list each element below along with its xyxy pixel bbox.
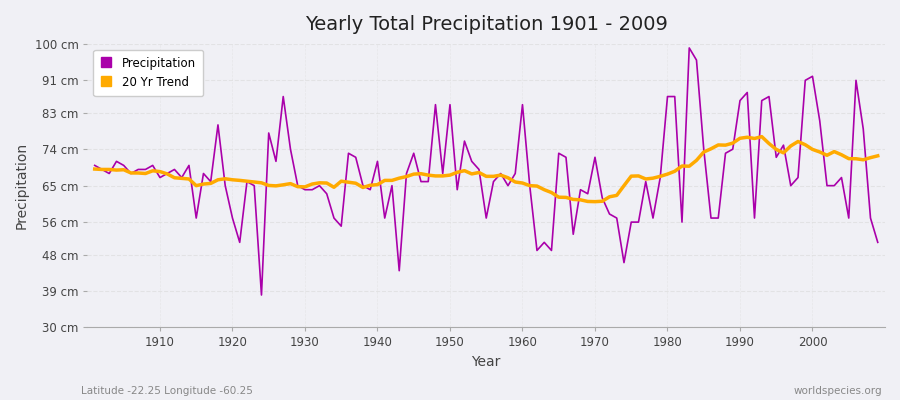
Precipitation xyxy=(256,293,267,298)
20 Yr Trend xyxy=(350,181,361,186)
20 Yr Trend xyxy=(872,154,883,158)
20 Yr Trend xyxy=(518,181,528,186)
Precipitation xyxy=(314,183,325,188)
Line: 20 Yr Trend: 20 Yr Trend xyxy=(94,137,878,202)
Precipitation xyxy=(357,183,368,188)
Precipitation xyxy=(872,240,883,245)
Title: Yearly Total Precipitation 1901 - 2009: Yearly Total Precipitation 1901 - 2009 xyxy=(305,15,668,34)
Y-axis label: Precipitation: Precipitation xyxy=(15,142,29,229)
20 Yr Trend xyxy=(509,180,520,184)
Precipitation xyxy=(148,163,158,168)
X-axis label: Year: Year xyxy=(472,355,501,369)
Text: Latitude -22.25 Longitude -60.25: Latitude -22.25 Longitude -60.25 xyxy=(81,386,253,396)
20 Yr Trend xyxy=(756,134,767,139)
Precipitation xyxy=(525,183,535,188)
Line: Precipitation: Precipitation xyxy=(94,48,878,295)
Precipitation xyxy=(684,46,695,50)
20 Yr Trend xyxy=(89,167,100,172)
20 Yr Trend xyxy=(307,182,318,186)
Precipitation xyxy=(89,163,100,168)
Precipitation xyxy=(611,216,622,220)
Legend: Precipitation, 20 Yr Trend: Precipitation, 20 Yr Trend xyxy=(94,50,202,96)
20 Yr Trend xyxy=(148,168,158,173)
20 Yr Trend xyxy=(611,193,622,198)
Text: worldspecies.org: worldspecies.org xyxy=(794,386,882,396)
Precipitation xyxy=(518,102,528,107)
20 Yr Trend xyxy=(590,199,600,204)
